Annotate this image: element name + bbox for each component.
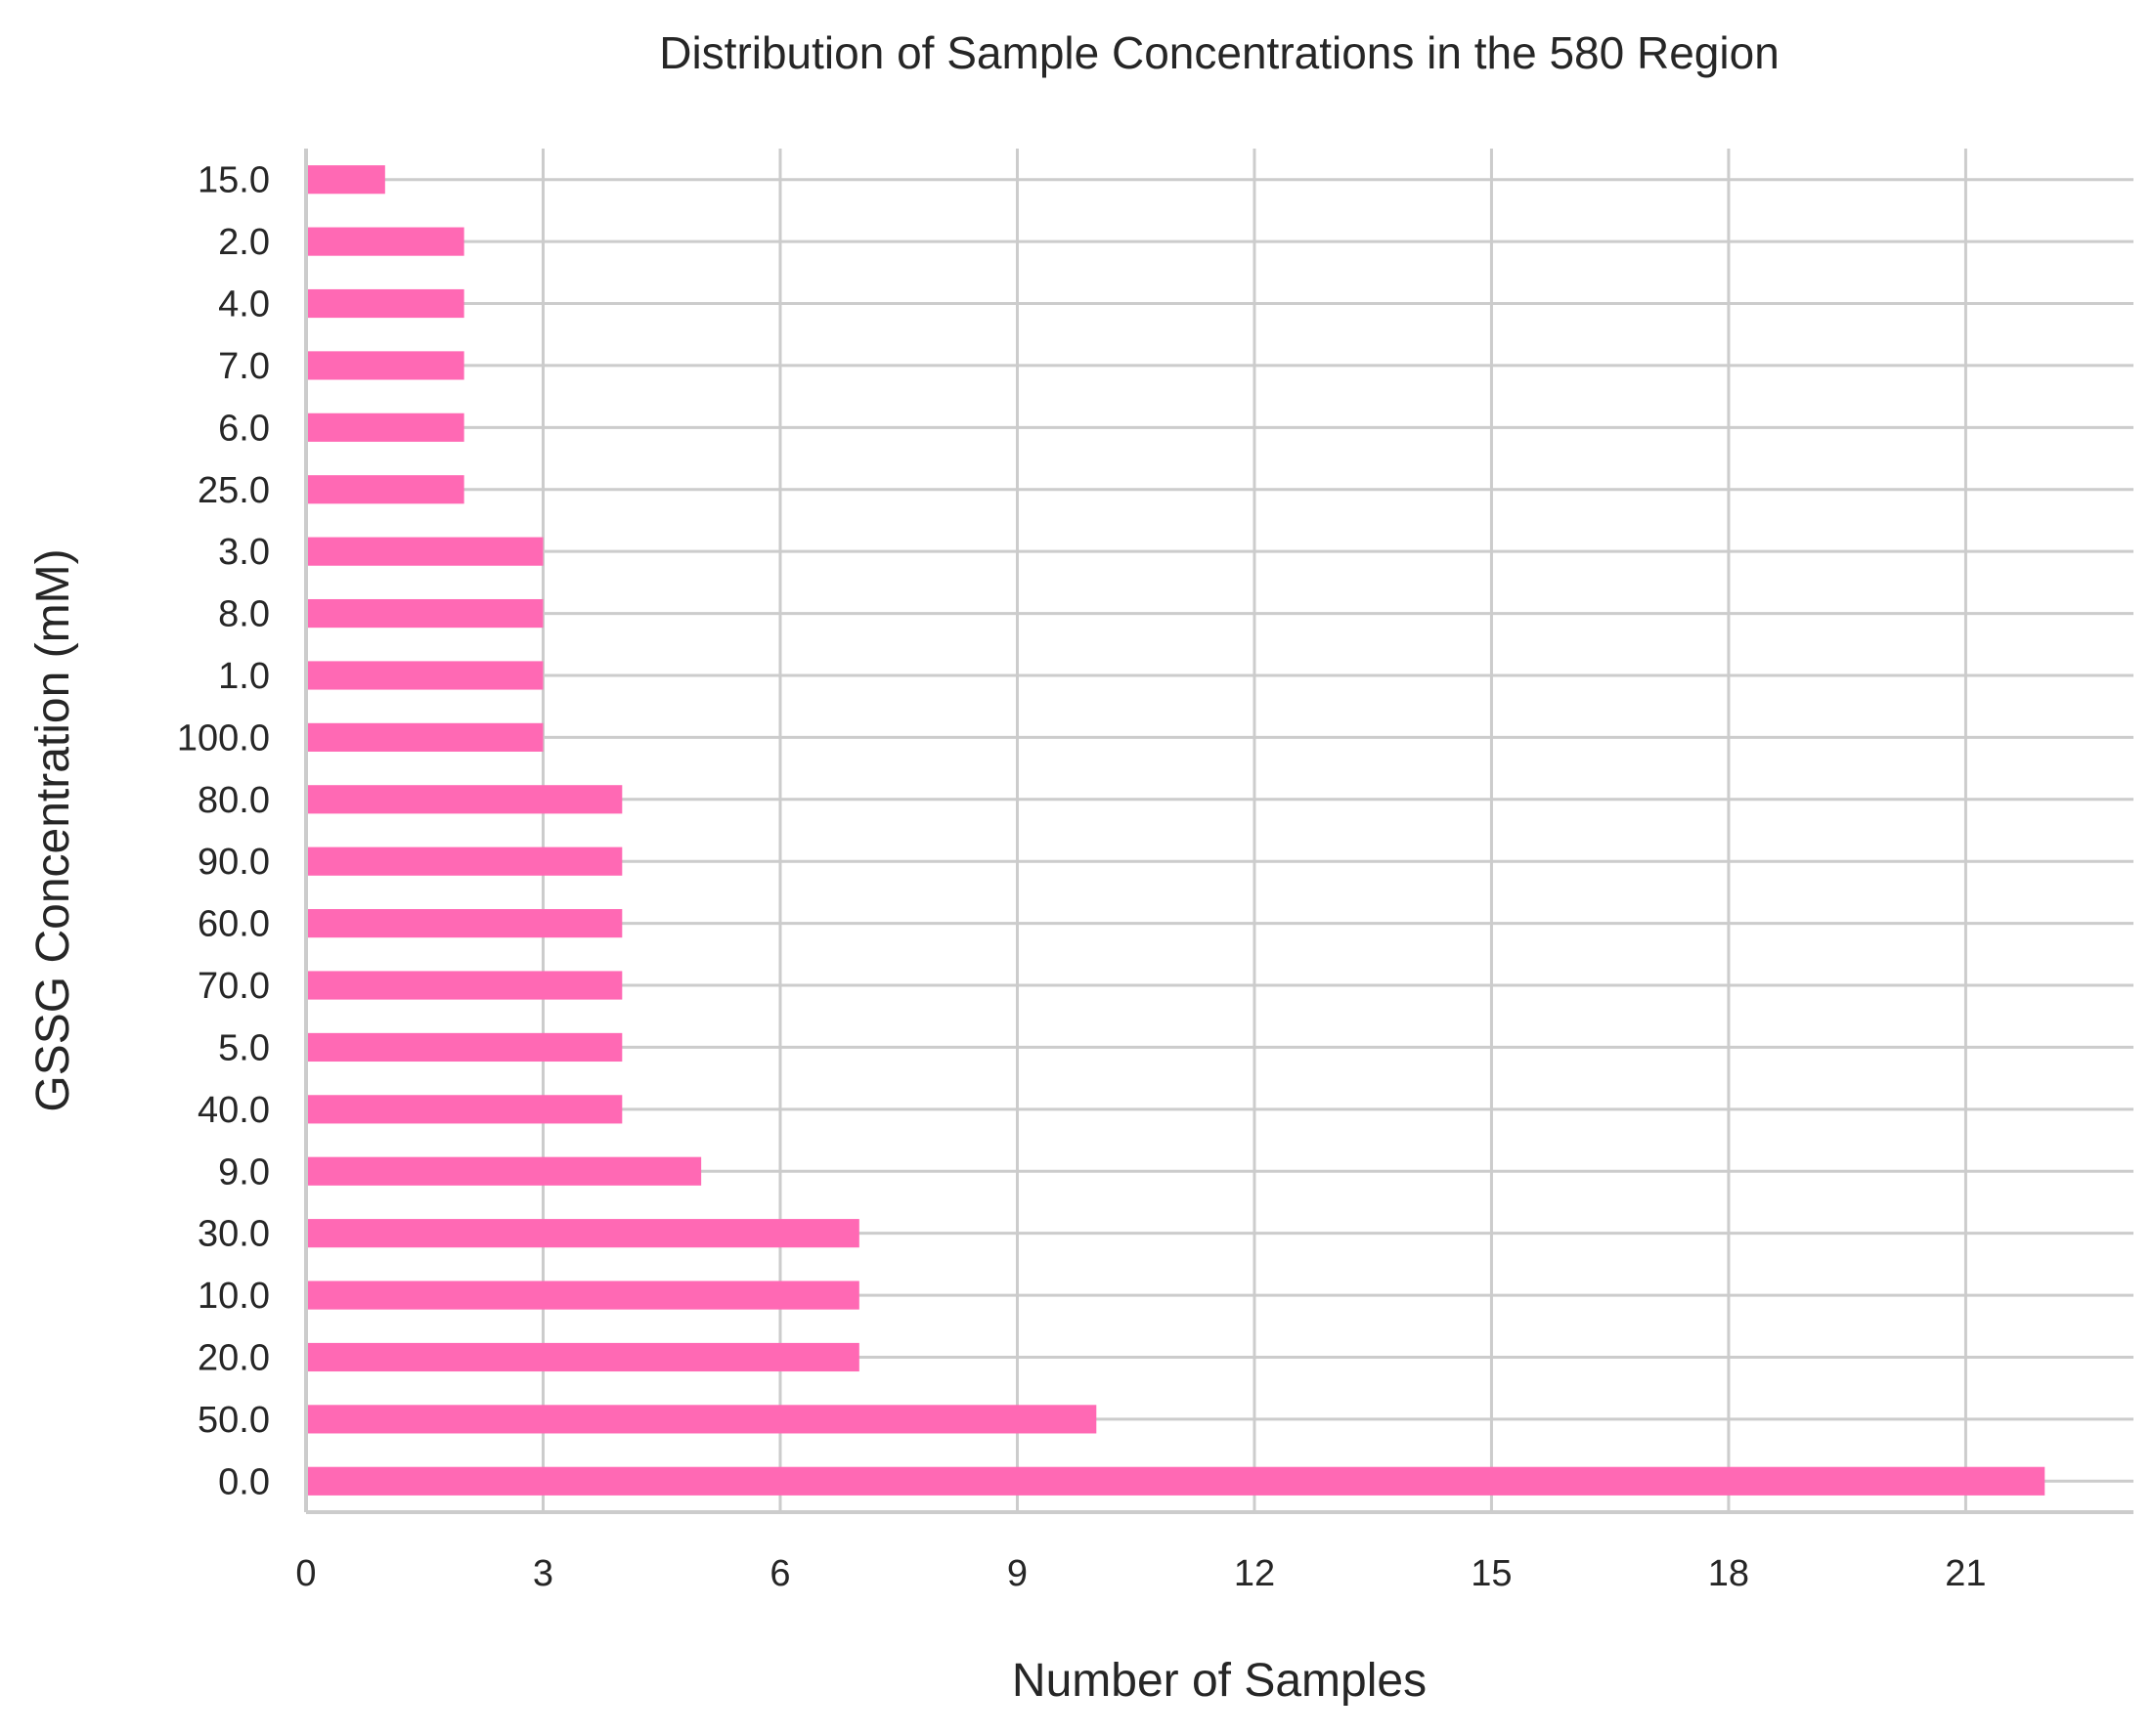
bar-9.0 (306, 1156, 702, 1186)
bar-8.0 (306, 598, 544, 629)
x-tick-label: 6 (769, 1553, 790, 1594)
y-tick-label: 60.0 (198, 904, 270, 945)
axis-spines (304, 149, 2133, 1514)
bar-4.0 (306, 288, 464, 319)
y-tick-label: 90.0 (198, 842, 270, 883)
y-tick-label: 8.0 (218, 594, 270, 635)
x-tick-label: 21 (1945, 1553, 1986, 1594)
bar-1.0 (306, 661, 544, 690)
bar-5.0 (306, 1032, 623, 1063)
grid-layer (304, 149, 2133, 1512)
y-tick-label: 4.0 (218, 284, 270, 326)
bar-2.0 (306, 227, 464, 256)
y-axis-label: GSSG Concentration (mM) (27, 548, 79, 1111)
y-tick-label: 50.0 (198, 1400, 270, 1441)
y-tick-label: 80.0 (198, 780, 270, 821)
bar-90.0 (306, 846, 623, 876)
x-tick-label: 15 (1471, 1553, 1512, 1594)
x-tick-labels: 0 3 6 9 12 15 18 21 (295, 1553, 1986, 1594)
bar-20.0 (306, 1342, 859, 1372)
chart-title: Distribution of Sample Concentrations in… (659, 27, 1780, 78)
y-tick-label: 9.0 (218, 1151, 270, 1193)
x-axis-label: Number of Samples (1012, 1655, 1427, 1707)
bar-80.0 (306, 785, 623, 814)
bar-0.0 (306, 1466, 2045, 1496)
y-tick-label: 5.0 (218, 1027, 270, 1068)
bar-6.0 (306, 412, 464, 442)
x-tick-label: 3 (533, 1553, 553, 1594)
y-tick-label: 2.0 (218, 222, 270, 263)
x-tick-label: 0 (295, 1553, 316, 1594)
y-tick-label: 100.0 (177, 717, 270, 759)
bar-50.0 (306, 1405, 1097, 1434)
y-tick-label: 30.0 (198, 1214, 270, 1255)
y-tick-label: 15.0 (198, 160, 270, 201)
x-tick-label: 18 (1708, 1553, 1749, 1594)
bar-40.0 (306, 1095, 623, 1124)
bar-25.0 (306, 475, 464, 504)
bar-15.0 (306, 165, 385, 195)
y-tick-label: 40.0 (198, 1090, 270, 1131)
y-tick-labels: 15.0 2.0 4.0 7.0 6.0 25.0 3.0 8.0 1.0 100.0 80.0 90… (177, 160, 270, 1503)
bar-3.0 (306, 537, 544, 566)
x-tick-label: 12 (1234, 1553, 1275, 1594)
bar-100.0 (306, 722, 544, 752)
bar-70.0 (306, 971, 623, 1000)
y-tick-label: 70.0 (198, 966, 270, 1007)
y-tick-label: 6.0 (218, 408, 270, 449)
y-tick-label: 25.0 (198, 470, 270, 511)
bar-60.0 (306, 909, 623, 938)
y-tick-label: 1.0 (218, 656, 270, 697)
bar-layer (306, 165, 2045, 1496)
bar-10.0 (306, 1280, 859, 1310)
y-tick-label: 3.0 (218, 532, 270, 573)
bar-7.0 (306, 351, 464, 380)
y-tick-label: 7.0 (218, 346, 270, 387)
x-tick-label: 9 (1007, 1553, 1028, 1594)
y-tick-label: 20.0 (198, 1337, 270, 1378)
y-tick-label: 0.0 (218, 1461, 270, 1502)
bar-30.0 (306, 1219, 859, 1248)
y-tick-label: 10.0 (198, 1276, 270, 1317)
